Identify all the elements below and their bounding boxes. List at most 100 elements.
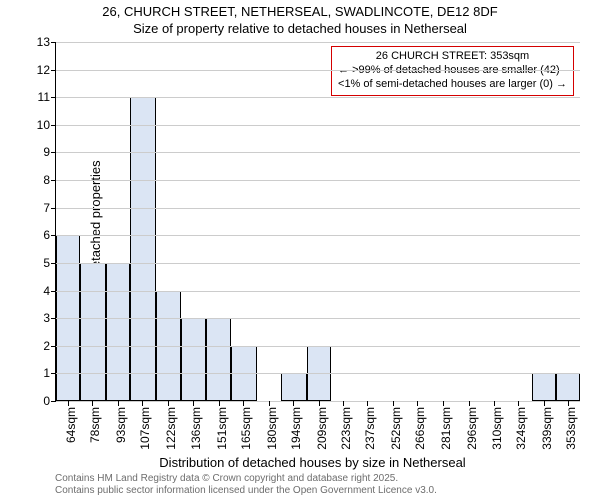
y-tick-mark <box>51 208 56 209</box>
x-tick-label: 107sqm <box>138 407 152 450</box>
plot-area: 26 CHURCH STREET: 353sqm ← >99% of detac… <box>55 42 580 402</box>
gridline-h <box>56 208 580 209</box>
y-tick-label: 12 <box>37 63 50 77</box>
y-tick-label: 9 <box>43 145 50 159</box>
x-tick-mark <box>494 401 495 406</box>
x-tick-label: 78sqm <box>88 407 102 443</box>
x-tick-mark <box>417 401 418 406</box>
x-tick-label: 324sqm <box>514 407 528 450</box>
x-tick-mark <box>393 401 394 406</box>
gridline-h <box>56 42 580 43</box>
x-tick-mark <box>443 401 444 406</box>
gridline-h <box>56 291 580 292</box>
y-tick-mark <box>51 291 56 292</box>
x-tick-mark <box>293 401 294 406</box>
x-tick-label: 151sqm <box>215 407 229 450</box>
y-tick-mark <box>51 373 56 374</box>
x-tick-mark <box>118 401 119 406</box>
chart-container: 26, CHURCH STREET, NETHERSEAL, SWADLINCO… <box>0 0 600 500</box>
y-tick-mark <box>51 152 56 153</box>
footer-attribution: Contains HM Land Registry data © Crown c… <box>55 473 437 497</box>
histogram-bar <box>556 373 580 401</box>
x-tick-label: 252sqm <box>389 407 403 450</box>
x-tick-mark <box>319 401 320 406</box>
footer-line-1: Contains HM Land Registry data © Crown c… <box>55 473 398 484</box>
y-tick-label: 13 <box>37 35 50 49</box>
y-tick-mark <box>51 401 56 402</box>
chart-title-sub: Size of property relative to detached ho… <box>0 21 600 36</box>
histogram-bar <box>532 373 556 401</box>
x-tick-label: 165sqm <box>239 407 253 450</box>
gridline-h <box>56 70 580 71</box>
x-tick-label: 122sqm <box>164 407 178 450</box>
histogram-bar <box>206 318 230 401</box>
histogram-bar <box>181 318 207 401</box>
gridline-h <box>56 235 580 236</box>
x-tick-mark <box>92 401 93 406</box>
y-tick-mark <box>51 235 56 236</box>
y-tick-label: 1 <box>43 366 50 380</box>
x-tick-mark <box>544 401 545 406</box>
x-tick-label: 93sqm <box>114 407 128 443</box>
gridline-h <box>56 373 580 374</box>
y-tick-label: 6 <box>43 228 50 242</box>
y-tick-label: 0 <box>43 394 50 408</box>
y-tick-label: 3 <box>43 311 50 325</box>
x-tick-label: 310sqm <box>490 407 504 450</box>
x-tick-mark <box>193 401 194 406</box>
x-tick-label: 194sqm <box>289 407 303 450</box>
y-tick-label: 8 <box>43 173 50 187</box>
x-tick-mark <box>518 401 519 406</box>
gridline-h <box>56 152 580 153</box>
gridline-h <box>56 180 580 181</box>
x-tick-mark <box>269 401 270 406</box>
bars-layer <box>56 42 580 401</box>
x-tick-label: 339sqm <box>540 407 554 450</box>
x-tick-mark <box>469 401 470 406</box>
y-tick-mark <box>51 42 56 43</box>
histogram-bar <box>80 263 106 401</box>
gridline-h <box>56 263 580 264</box>
y-tick-mark <box>51 97 56 98</box>
x-axis-label: Distribution of detached houses by size … <box>55 455 570 470</box>
y-tick-mark <box>51 263 56 264</box>
y-tick-mark <box>51 180 56 181</box>
x-tick-mark <box>343 401 344 406</box>
x-tick-label: 237sqm <box>363 407 377 450</box>
x-tick-mark <box>68 401 69 406</box>
y-tick-label: 2 <box>43 339 50 353</box>
y-tick-mark <box>51 125 56 126</box>
x-tick-label: 281sqm <box>439 407 453 450</box>
x-tick-label: 266sqm <box>413 407 427 450</box>
histogram-bar <box>130 97 156 401</box>
y-tick-label: 7 <box>43 201 50 215</box>
y-tick-mark <box>51 70 56 71</box>
x-tick-mark <box>568 401 569 406</box>
gridline-h <box>56 125 580 126</box>
histogram-bar <box>106 263 130 401</box>
y-tick-label: 4 <box>43 284 50 298</box>
x-tick-mark <box>168 401 169 406</box>
chart-title-main: 26, CHURCH STREET, NETHERSEAL, SWADLINCO… <box>0 4 600 19</box>
x-tick-mark <box>142 401 143 406</box>
x-tick-label: 209sqm <box>315 407 329 450</box>
y-tick-mark <box>51 318 56 319</box>
gridline-h <box>56 97 580 98</box>
x-tick-label: 136sqm <box>189 407 203 450</box>
gridline-h <box>56 346 580 347</box>
x-tick-mark <box>243 401 244 406</box>
footer-line-2: Contains public sector information licen… <box>55 485 437 496</box>
x-tick-label: 223sqm <box>339 407 353 450</box>
x-tick-label: 296sqm <box>465 407 479 450</box>
histogram-bar <box>281 373 307 401</box>
x-tick-label: 353sqm <box>564 407 578 450</box>
x-tick-mark <box>219 401 220 406</box>
x-tick-label: 64sqm <box>64 407 78 443</box>
y-tick-label: 10 <box>37 118 50 132</box>
gridline-h <box>56 318 580 319</box>
x-tick-label: 180sqm <box>265 407 279 450</box>
y-tick-mark <box>51 346 56 347</box>
y-tick-label: 5 <box>43 256 50 270</box>
y-tick-label: 11 <box>38 90 50 104</box>
x-tick-mark <box>367 401 368 406</box>
